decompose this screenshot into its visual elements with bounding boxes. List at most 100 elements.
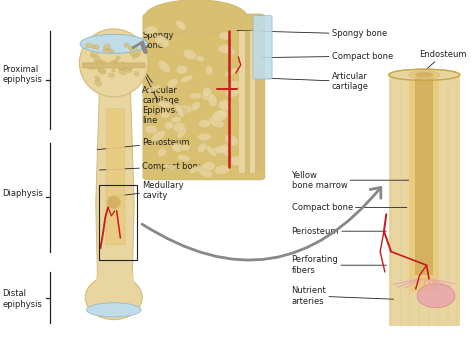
Ellipse shape bbox=[226, 48, 235, 55]
FancyBboxPatch shape bbox=[250, 31, 255, 173]
FancyArrowPatch shape bbox=[142, 187, 381, 260]
Ellipse shape bbox=[226, 88, 239, 97]
Ellipse shape bbox=[85, 275, 142, 320]
Ellipse shape bbox=[202, 87, 212, 97]
Polygon shape bbox=[389, 75, 460, 326]
Ellipse shape bbox=[110, 61, 116, 68]
Ellipse shape bbox=[221, 144, 231, 156]
Polygon shape bbox=[410, 75, 439, 292]
FancyBboxPatch shape bbox=[253, 16, 272, 79]
Ellipse shape bbox=[196, 164, 206, 171]
Ellipse shape bbox=[118, 68, 123, 70]
Polygon shape bbox=[96, 85, 134, 282]
Text: Diaphysis: Diaphysis bbox=[2, 189, 43, 198]
Text: Proximal
epiphysis: Proximal epiphysis bbox=[2, 65, 42, 85]
Ellipse shape bbox=[144, 26, 158, 34]
Ellipse shape bbox=[123, 66, 132, 72]
Ellipse shape bbox=[410, 71, 439, 79]
Ellipse shape bbox=[116, 56, 120, 59]
Ellipse shape bbox=[196, 56, 205, 62]
Ellipse shape bbox=[134, 71, 139, 76]
Ellipse shape bbox=[147, 85, 161, 92]
Text: Perforating
fibers: Perforating fibers bbox=[292, 255, 386, 275]
FancyBboxPatch shape bbox=[255, 31, 261, 173]
Ellipse shape bbox=[104, 44, 110, 50]
FancyBboxPatch shape bbox=[245, 31, 250, 173]
Text: Yellow
bone marrow: Yellow bone marrow bbox=[292, 170, 412, 190]
Ellipse shape bbox=[129, 50, 135, 56]
Ellipse shape bbox=[164, 121, 173, 130]
Ellipse shape bbox=[86, 303, 141, 317]
Ellipse shape bbox=[227, 81, 240, 89]
Ellipse shape bbox=[158, 148, 166, 157]
Ellipse shape bbox=[172, 143, 183, 152]
Ellipse shape bbox=[190, 167, 199, 173]
Text: Endosteum: Endosteum bbox=[413, 50, 467, 80]
Ellipse shape bbox=[123, 64, 133, 68]
Text: Articular
cartilage: Articular cartilage bbox=[266, 72, 369, 91]
Text: Periosteum: Periosteum bbox=[292, 227, 386, 236]
Ellipse shape bbox=[145, 0, 247, 34]
Ellipse shape bbox=[219, 32, 232, 40]
Ellipse shape bbox=[218, 44, 233, 53]
Text: Articular
cartilage: Articular cartilage bbox=[141, 66, 179, 105]
Polygon shape bbox=[415, 78, 434, 275]
Text: Epiphyseal
line: Epiphyseal line bbox=[141, 68, 188, 125]
Ellipse shape bbox=[176, 105, 192, 114]
Ellipse shape bbox=[85, 63, 94, 69]
Ellipse shape bbox=[206, 146, 217, 157]
Ellipse shape bbox=[219, 100, 232, 111]
FancyBboxPatch shape bbox=[98, 77, 132, 86]
Ellipse shape bbox=[199, 119, 210, 128]
Text: Distal
epiphysis: Distal epiphysis bbox=[2, 289, 42, 309]
Text: Compact bone: Compact bone bbox=[100, 162, 203, 171]
Ellipse shape bbox=[209, 117, 224, 128]
Ellipse shape bbox=[122, 64, 128, 67]
Text: Compact bone: Compact bone bbox=[292, 203, 407, 212]
Ellipse shape bbox=[132, 53, 138, 58]
Ellipse shape bbox=[225, 134, 238, 146]
Text: Compact bone: Compact bone bbox=[249, 52, 393, 61]
Ellipse shape bbox=[79, 29, 148, 97]
Ellipse shape bbox=[177, 126, 186, 138]
Ellipse shape bbox=[171, 117, 182, 123]
Ellipse shape bbox=[225, 68, 237, 76]
Ellipse shape bbox=[178, 154, 191, 162]
Ellipse shape bbox=[212, 110, 228, 122]
Ellipse shape bbox=[85, 43, 92, 48]
Ellipse shape bbox=[198, 143, 207, 153]
Text: Nutrient
arteries: Nutrient arteries bbox=[292, 286, 393, 306]
Ellipse shape bbox=[102, 49, 111, 52]
Ellipse shape bbox=[151, 131, 166, 141]
FancyBboxPatch shape bbox=[96, 274, 134, 283]
Ellipse shape bbox=[145, 125, 157, 134]
Ellipse shape bbox=[176, 65, 187, 74]
Text: Periosteum: Periosteum bbox=[97, 138, 190, 150]
Ellipse shape bbox=[98, 68, 105, 72]
Ellipse shape bbox=[157, 101, 173, 108]
Ellipse shape bbox=[189, 93, 202, 99]
Ellipse shape bbox=[127, 66, 133, 70]
Ellipse shape bbox=[125, 64, 132, 67]
Ellipse shape bbox=[131, 46, 137, 50]
FancyBboxPatch shape bbox=[143, 14, 264, 180]
Ellipse shape bbox=[161, 112, 170, 118]
Ellipse shape bbox=[119, 62, 126, 67]
Ellipse shape bbox=[119, 70, 127, 75]
Polygon shape bbox=[106, 109, 125, 245]
Ellipse shape bbox=[217, 145, 230, 154]
Ellipse shape bbox=[206, 66, 213, 75]
Ellipse shape bbox=[180, 75, 193, 83]
Ellipse shape bbox=[112, 69, 115, 72]
Ellipse shape bbox=[99, 69, 106, 74]
Ellipse shape bbox=[94, 44, 99, 50]
FancyBboxPatch shape bbox=[82, 63, 145, 68]
Text: Spongy
bone: Spongy bone bbox=[124, 31, 173, 60]
Ellipse shape bbox=[115, 59, 118, 63]
Ellipse shape bbox=[119, 67, 125, 70]
Ellipse shape bbox=[389, 69, 460, 81]
Ellipse shape bbox=[94, 57, 100, 63]
Ellipse shape bbox=[214, 165, 230, 174]
Ellipse shape bbox=[128, 46, 133, 50]
Ellipse shape bbox=[91, 52, 94, 57]
